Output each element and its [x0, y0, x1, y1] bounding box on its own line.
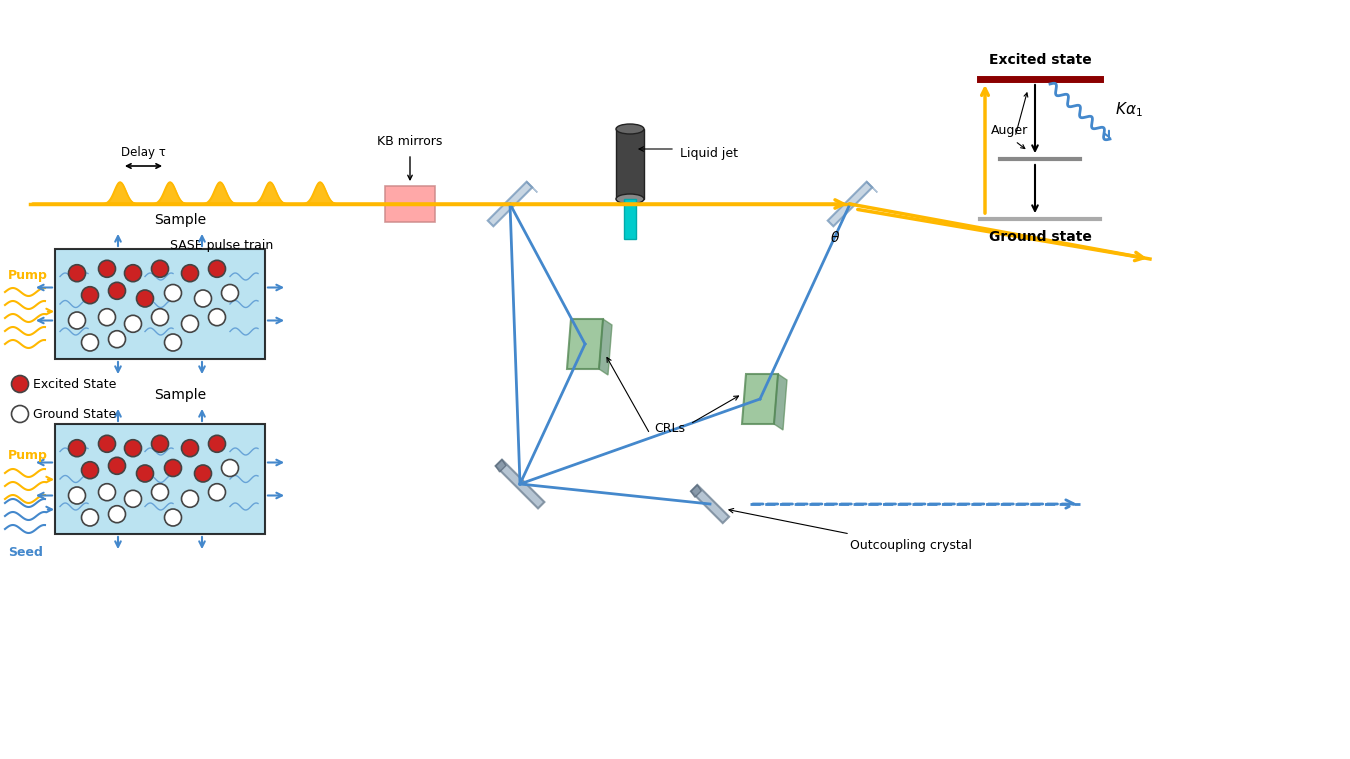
Text: Seed: Seed — [8, 546, 43, 559]
Ellipse shape — [616, 194, 644, 204]
Circle shape — [69, 312, 85, 329]
FancyBboxPatch shape — [55, 424, 265, 534]
Circle shape — [81, 334, 99, 351]
Circle shape — [136, 465, 154, 482]
Circle shape — [165, 459, 181, 477]
FancyBboxPatch shape — [385, 186, 435, 222]
Circle shape — [194, 465, 212, 482]
Circle shape — [151, 436, 169, 452]
Text: SASE pulse train: SASE pulse train — [170, 239, 273, 252]
Circle shape — [151, 260, 169, 277]
Text: Delay τ: Delay τ — [120, 146, 166, 159]
Circle shape — [99, 483, 116, 501]
Circle shape — [181, 315, 198, 332]
Text: Excited state: Excited state — [988, 53, 1091, 67]
Circle shape — [181, 265, 198, 282]
Polygon shape — [487, 181, 532, 226]
Circle shape — [181, 439, 198, 457]
Text: Auger: Auger — [991, 124, 1029, 137]
Circle shape — [108, 331, 126, 348]
Text: Outcoupling crystal: Outcoupling crystal — [850, 539, 972, 552]
Text: CRLs: CRLs — [655, 423, 686, 436]
Circle shape — [99, 260, 116, 277]
Text: $K\alpha_1$: $K\alpha_1$ — [1115, 100, 1142, 118]
Polygon shape — [867, 181, 878, 192]
Polygon shape — [774, 374, 787, 430]
Text: Excited State: Excited State — [32, 377, 116, 390]
Circle shape — [151, 483, 169, 501]
Ellipse shape — [616, 124, 644, 134]
Polygon shape — [828, 181, 872, 226]
Circle shape — [69, 265, 85, 282]
Circle shape — [124, 490, 142, 507]
Text: Sample: Sample — [154, 213, 207, 227]
Polygon shape — [691, 485, 729, 523]
Circle shape — [12, 376, 28, 392]
Circle shape — [12, 405, 28, 423]
Circle shape — [69, 439, 85, 457]
Text: Ground State: Ground State — [32, 408, 116, 420]
Circle shape — [69, 487, 85, 504]
Text: Liquid jet: Liquid jet — [680, 147, 738, 160]
Circle shape — [165, 334, 181, 351]
Polygon shape — [495, 460, 544, 509]
Circle shape — [221, 285, 239, 301]
Polygon shape — [526, 181, 537, 192]
Circle shape — [99, 309, 116, 326]
FancyBboxPatch shape — [616, 129, 644, 199]
FancyBboxPatch shape — [55, 249, 265, 359]
Circle shape — [124, 439, 142, 457]
Circle shape — [81, 287, 99, 304]
Circle shape — [108, 458, 126, 474]
Text: Ground state: Ground state — [988, 230, 1091, 244]
Circle shape — [208, 436, 225, 452]
Polygon shape — [743, 374, 778, 424]
Circle shape — [165, 509, 181, 526]
FancyBboxPatch shape — [624, 199, 636, 239]
Circle shape — [221, 459, 239, 477]
Circle shape — [99, 436, 116, 452]
Circle shape — [124, 265, 142, 282]
Circle shape — [124, 315, 142, 332]
Circle shape — [181, 490, 198, 507]
Circle shape — [81, 461, 99, 479]
Polygon shape — [495, 460, 506, 472]
Circle shape — [136, 290, 154, 307]
Circle shape — [208, 260, 225, 277]
Circle shape — [81, 509, 99, 526]
Text: KB mirrors: KB mirrors — [377, 135, 443, 148]
Circle shape — [108, 282, 126, 299]
Text: Pump: Pump — [8, 269, 47, 282]
Polygon shape — [691, 485, 701, 497]
Text: Sample: Sample — [154, 388, 207, 402]
Polygon shape — [599, 319, 612, 375]
Circle shape — [151, 309, 169, 326]
Circle shape — [165, 285, 181, 301]
Circle shape — [208, 483, 225, 501]
Text: θ: θ — [830, 231, 840, 245]
Circle shape — [208, 309, 225, 326]
Text: Pump: Pump — [8, 449, 47, 462]
Circle shape — [108, 505, 126, 523]
Polygon shape — [567, 319, 603, 369]
Circle shape — [194, 290, 212, 307]
